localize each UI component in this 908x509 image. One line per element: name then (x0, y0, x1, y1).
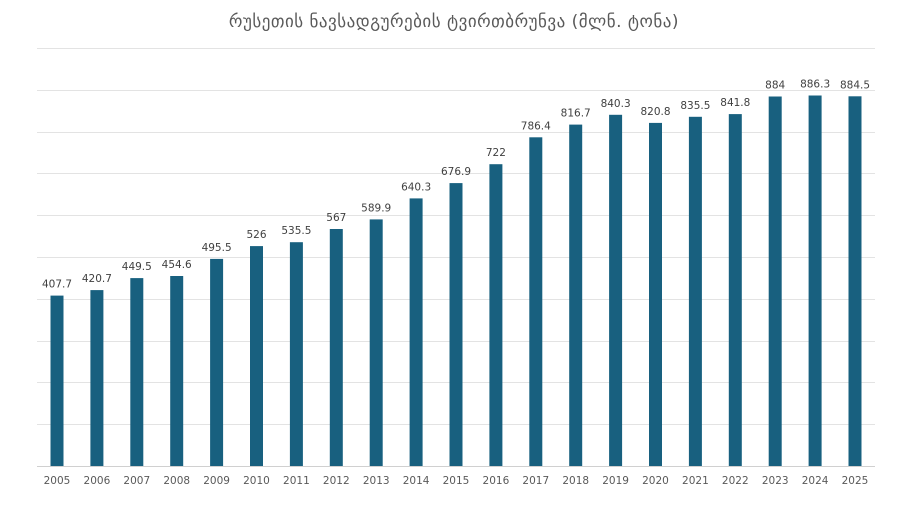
value-label-2021: 835.5 (680, 100, 710, 112)
x-tick-label-2017: 2017 (522, 475, 549, 487)
x-tick-label-2007: 2007 (123, 475, 150, 487)
value-label-2022: 841.8 (720, 97, 750, 109)
value-label-2014: 640.3 (401, 181, 431, 193)
value-label-2008: 454.6 (162, 259, 192, 271)
bar-2021 (688, 116, 702, 467)
value-label-2013: 589.9 (361, 202, 391, 214)
x-tick-label-2013: 2013 (363, 475, 390, 487)
value-label-2010: 526 (246, 229, 266, 241)
value-label-2016: 722 (486, 147, 506, 159)
bar-2022 (728, 114, 742, 466)
value-label-2006: 420.7 (82, 273, 112, 285)
x-tick-label-2018: 2018 (562, 475, 589, 487)
bars (50, 95, 862, 467)
value-label-2012: 567 (326, 212, 346, 224)
bar-2025 (848, 96, 862, 467)
bar-2024 (808, 95, 822, 466)
value-label-2007: 449.5 (122, 261, 152, 273)
bar-2012 (329, 229, 343, 466)
chart-title: რუსეთის ნავსადგურების ტვირთბრუნვა (მლნ. … (228, 12, 680, 32)
value-labels: 407.7 420.7 449.5 454.6 495.5 526 535.5 567 589.… (42, 79, 870, 291)
x-tick-label-2016: 2016 (483, 475, 510, 487)
value-label-2019: 840.3 (601, 98, 631, 110)
x-tick-label-2022: 2022 (722, 475, 749, 487)
bar-2008 (170, 276, 184, 466)
x-tick-label-2020: 2020 (642, 475, 669, 487)
x-tick-label-2006: 2006 (84, 475, 111, 487)
x-tick-label-2025: 2025 (842, 475, 869, 487)
bar-2017 (529, 137, 543, 467)
bar-2014 (409, 198, 423, 466)
x-tick-label-2009: 2009 (203, 475, 230, 487)
value-label-2018: 816.7 (561, 108, 591, 120)
value-label-2023: 884 (765, 80, 785, 92)
bar-2005 (50, 295, 64, 466)
bar-2019 (609, 114, 623, 467)
x-tick-label-2008: 2008 (163, 475, 190, 487)
value-label-2009: 495.5 (202, 242, 232, 254)
x-tick-label-2014: 2014 (403, 475, 430, 487)
x-tick-labels: 2005 2006 2007 2008 2009 2010 2011 2012 2013 2014… (44, 475, 869, 487)
value-label-2025: 884.5 (840, 79, 870, 91)
value-label-2005: 407.7 (42, 279, 72, 291)
bar-2010 (250, 246, 263, 466)
bar-2023 (768, 96, 782, 466)
value-label-2024: 886.3 (800, 79, 830, 91)
x-tick-label-2005: 2005 (44, 475, 71, 487)
bar-2020 (649, 122, 662, 467)
x-tick-label-2015: 2015 (443, 475, 470, 487)
value-label-2015: 676.9 (441, 166, 471, 178)
x-tick-label-2019: 2019 (602, 475, 629, 487)
bar-2015 (449, 183, 463, 466)
value-label-2020: 820.8 (640, 106, 670, 118)
bar-2013 (369, 219, 383, 466)
bar-2016 (489, 164, 503, 466)
bar-2006 (90, 290, 104, 466)
x-tick-label-2011: 2011 (283, 475, 310, 487)
bar-2018 (569, 124, 583, 466)
x-tick-label-2024: 2024 (802, 475, 829, 487)
bar-2007 (130, 278, 144, 466)
x-tick-label-2021: 2021 (682, 475, 709, 487)
x-tick-label-2010: 2010 (243, 475, 270, 487)
x-tick-label-2023: 2023 (762, 475, 789, 487)
bar-2011 (289, 242, 303, 466)
value-label-2017: 786.4 (521, 120, 551, 132)
value-label-2011: 535.5 (281, 225, 311, 237)
bar-2009 (210, 258, 224, 466)
x-tick-label-2012: 2012 (323, 475, 350, 487)
